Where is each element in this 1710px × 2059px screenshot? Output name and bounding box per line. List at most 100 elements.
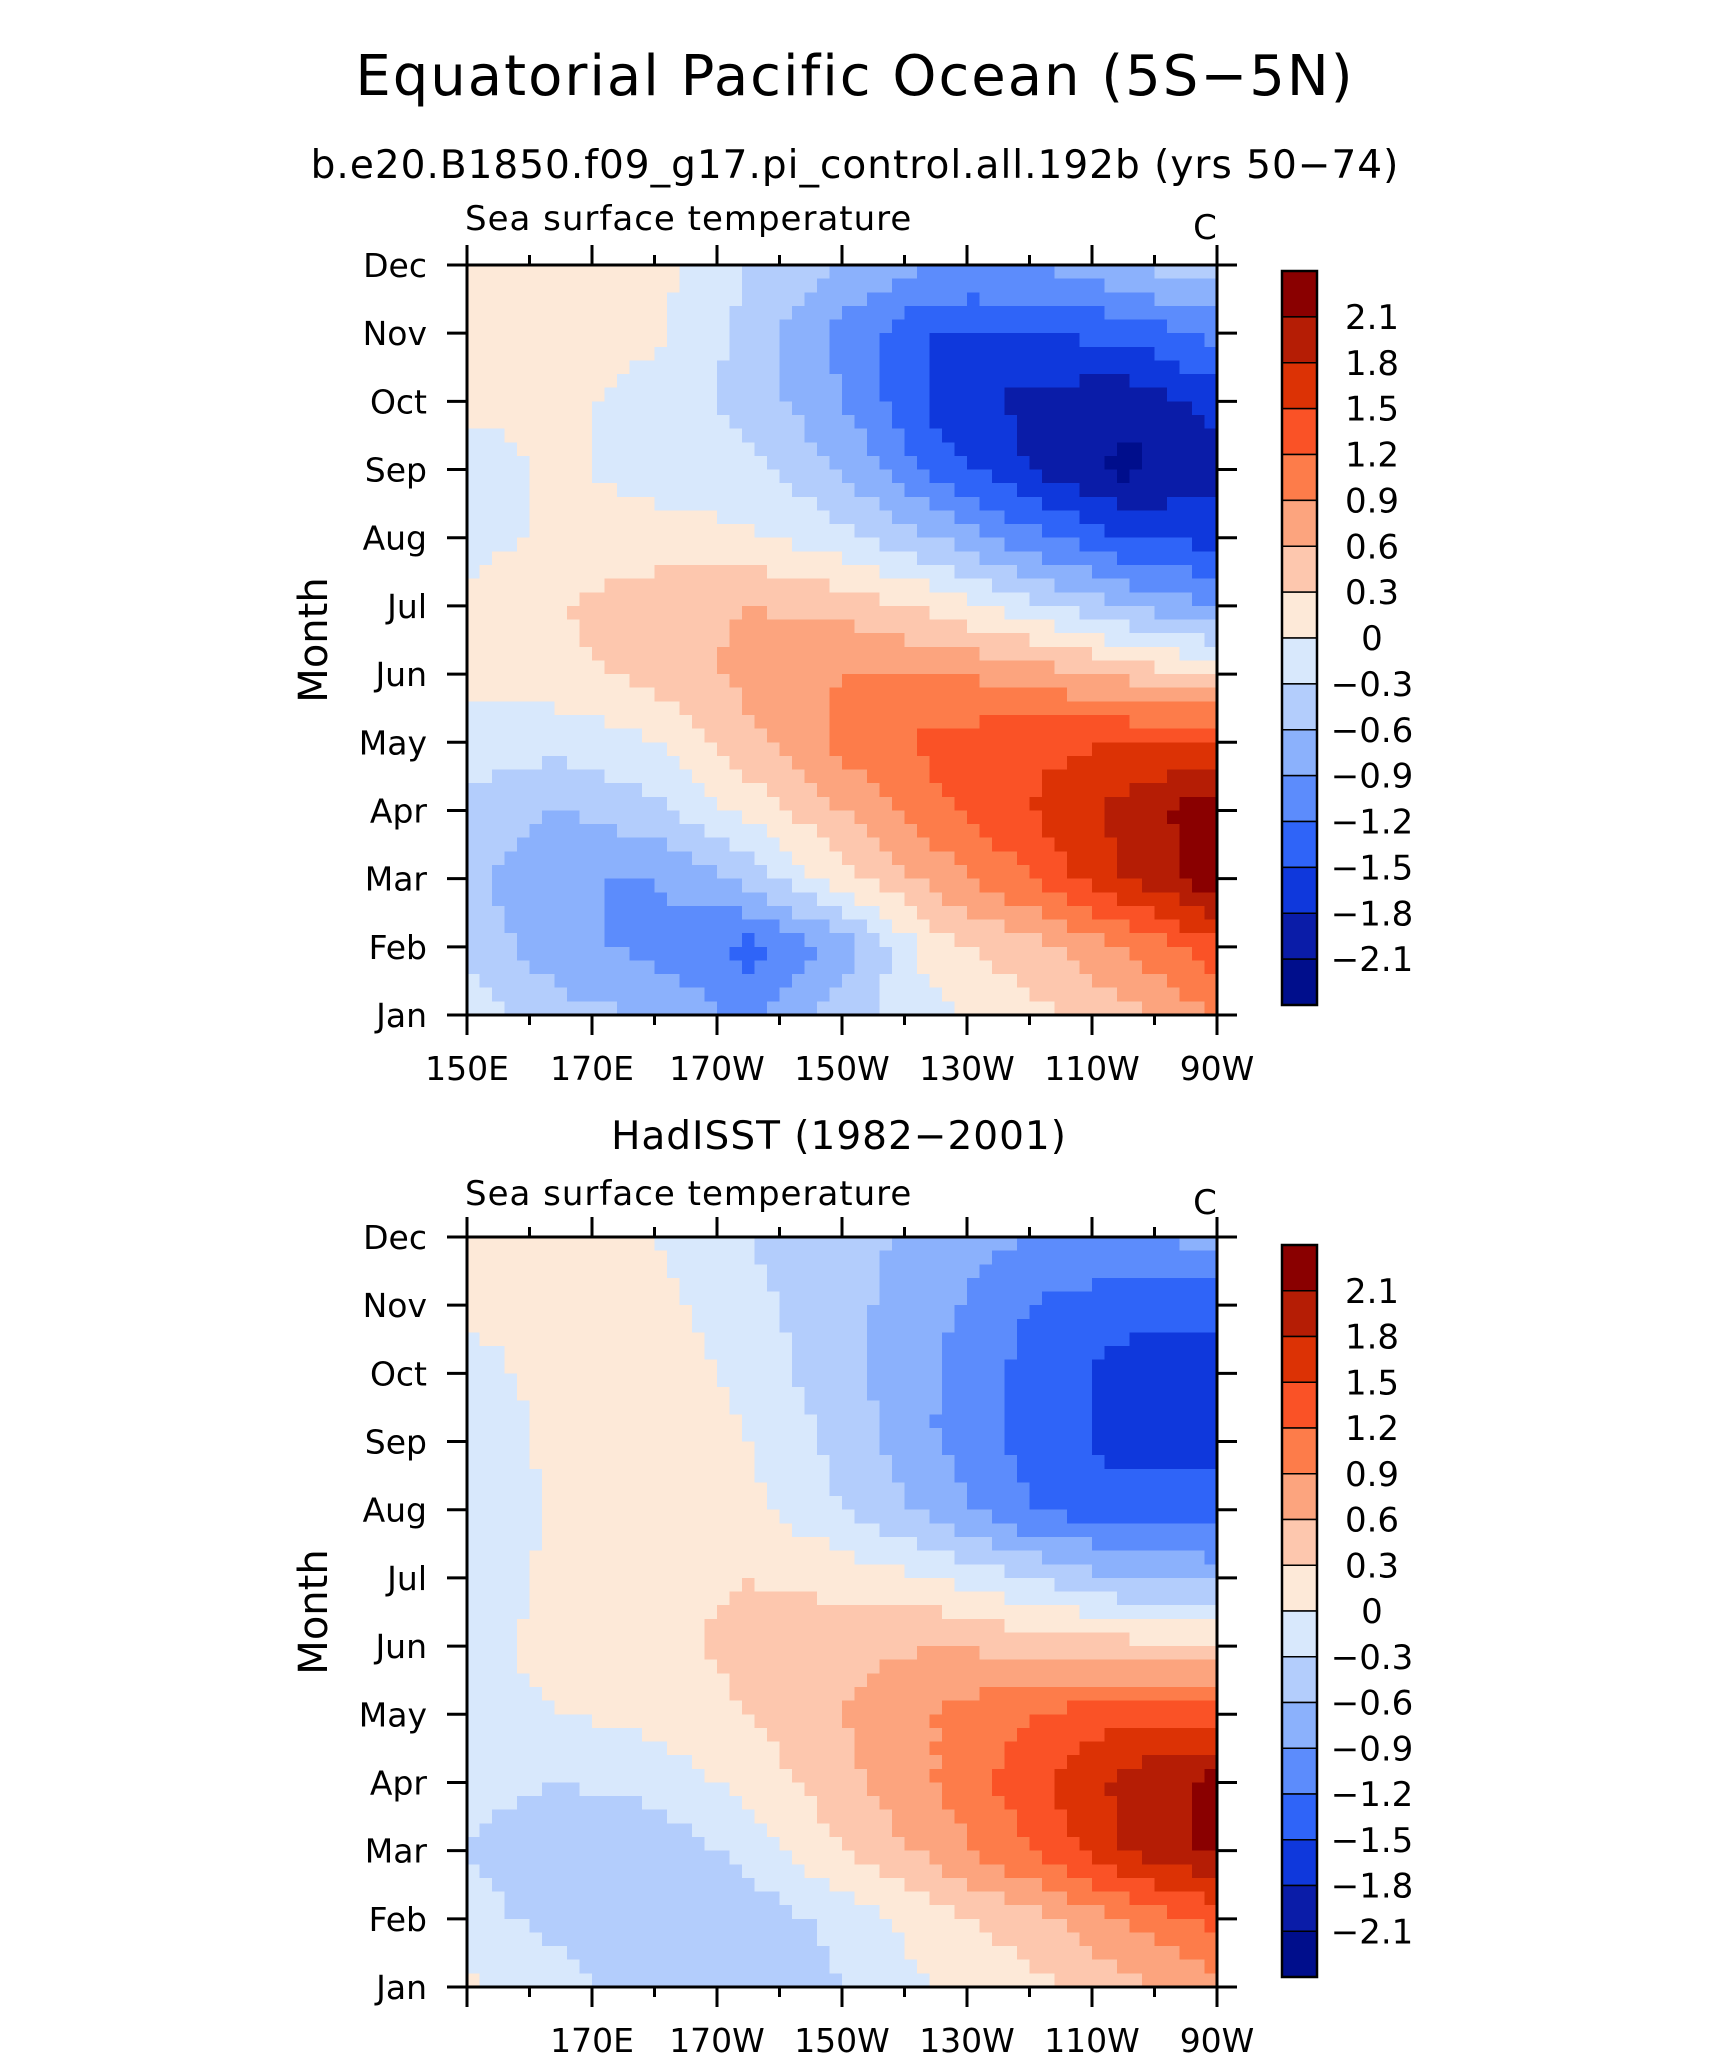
contour-cell — [817, 305, 831, 321]
contour-cell — [642, 578, 656, 593]
contour-cell — [792, 1291, 806, 1306]
contour-cell — [592, 1277, 606, 1293]
contour-cell — [604, 946, 618, 962]
contour-cell — [1067, 837, 1081, 852]
contour-cell — [467, 1387, 481, 1402]
y-tick-label: Oct — [370, 382, 427, 421]
contour-cell — [804, 905, 818, 921]
contour-cell — [579, 796, 593, 812]
contour-cell — [617, 783, 631, 798]
contour-cell — [779, 1509, 793, 1524]
contour-cell — [504, 537, 518, 552]
contour-cell — [1054, 851, 1068, 866]
contour-cell — [704, 387, 718, 402]
contour-cell — [467, 701, 481, 716]
contour-cell — [1129, 605, 1143, 621]
contour-cell — [654, 1277, 668, 1293]
contour-cell — [617, 496, 631, 512]
contour-cell — [867, 687, 881, 702]
contour-cell — [1004, 878, 1018, 893]
contour-cell — [1104, 755, 1118, 771]
contour-cell — [729, 1373, 743, 1388]
contour-cell — [742, 1455, 756, 1470]
contour-cell — [1142, 265, 1156, 280]
contour-cell — [1054, 605, 1068, 621]
contour-cell — [579, 919, 593, 934]
contour-cell — [1167, 387, 1181, 402]
contour-cell — [617, 1387, 631, 1402]
contour-cell — [929, 878, 943, 893]
contour-cell — [954, 674, 968, 689]
contour-cell — [704, 524, 718, 539]
contour-cell — [567, 783, 581, 798]
contour-cell — [879, 810, 893, 825]
contour-cell — [817, 1305, 831, 1320]
contour-cell — [967, 1564, 981, 1579]
contour-cell — [1029, 1400, 1043, 1415]
contour-cell — [1167, 687, 1181, 702]
contour-cell — [467, 1509, 481, 1524]
contour-cell — [767, 578, 781, 593]
contour-cell — [917, 919, 931, 934]
contour-cell — [992, 387, 1006, 402]
contour-cell — [717, 1400, 731, 1415]
contour-cell — [542, 605, 556, 621]
contour-cell — [854, 1523, 868, 1538]
contour-cell — [1054, 1318, 1068, 1334]
contour-cell — [629, 1359, 643, 1374]
contour-cell — [492, 728, 506, 743]
contour-cell — [767, 687, 781, 702]
contour-cell — [679, 1291, 693, 1306]
contour-cell — [467, 1250, 481, 1265]
contour-cell — [917, 455, 931, 471]
contour-cell — [979, 878, 993, 893]
contour-cell — [967, 496, 981, 512]
contour-cell — [742, 1277, 756, 1293]
contour-cell — [842, 565, 856, 580]
contour-cell — [492, 1305, 506, 1320]
contour-cell — [1192, 1373, 1206, 1388]
contour-cell — [742, 851, 756, 866]
contour-cell — [542, 1387, 556, 1402]
contour-cell — [879, 674, 893, 689]
contour-cell — [617, 742, 631, 757]
contour-cell — [1117, 496, 1131, 512]
contour-cell — [604, 1346, 618, 1361]
contour-cell — [567, 483, 581, 498]
contour-cell — [1179, 1400, 1193, 1415]
contour-cell — [492, 1387, 506, 1402]
contour-cell — [1079, 1523, 1093, 1538]
contour-cell — [742, 496, 756, 512]
contour-cell — [829, 796, 843, 812]
contour-cell — [779, 578, 793, 593]
contour-cell — [1004, 796, 1018, 812]
contour-cell — [754, 292, 768, 307]
contour-cell — [1204, 810, 1218, 825]
contour-cell — [679, 1591, 693, 1606]
contour-cell — [629, 674, 643, 689]
contour-cell — [942, 305, 956, 321]
contour-cell — [804, 360, 818, 375]
contour-cell — [967, 346, 981, 362]
contour-cell — [967, 674, 981, 689]
contour-cell — [929, 1359, 943, 1374]
contour-cell — [1092, 469, 1106, 484]
contour-cell — [879, 1577, 893, 1593]
contour-cell — [529, 1537, 543, 1552]
contour-cell — [792, 1414, 806, 1429]
contour-cell — [1192, 387, 1206, 402]
contour-cell — [604, 1332, 618, 1347]
contour-cell — [954, 1001, 968, 1016]
contour-cell — [1067, 987, 1081, 1002]
contour-cell — [954, 551, 968, 566]
contour-cell — [929, 960, 943, 975]
contour-cell — [1167, 360, 1181, 375]
contour-cell — [1192, 565, 1206, 580]
contour-cell — [1154, 1468, 1168, 1484]
contour-cell — [1104, 374, 1118, 389]
contour-cell — [467, 1427, 481, 1443]
contour-cell — [729, 292, 743, 307]
contour-cell — [1079, 1455, 1093, 1470]
contour-cell — [729, 510, 743, 525]
contour-cell — [929, 660, 943, 675]
